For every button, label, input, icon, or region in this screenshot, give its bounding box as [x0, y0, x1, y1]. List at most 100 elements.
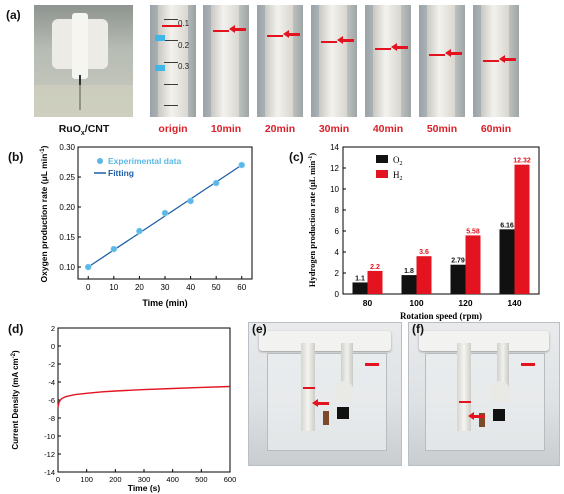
x-tick-label: 500	[195, 475, 208, 484]
y-tick-label: 0.30	[59, 143, 75, 152]
panel-label-f: (f)	[412, 322, 424, 336]
scale-label: 0.1	[178, 19, 190, 28]
photo-20min	[257, 5, 303, 117]
meniscus-line	[321, 41, 337, 43]
y-tick-label: 6	[335, 227, 340, 236]
x-tick-label: 200	[109, 475, 122, 484]
y-tick-label: 0.10	[59, 263, 75, 272]
legend-experimental: Experimental data	[108, 156, 181, 166]
panel-label-c: (c)	[289, 150, 304, 164]
photo-f	[408, 322, 560, 466]
y-tick-label: 0.15	[59, 233, 75, 242]
photo-60min	[473, 5, 519, 117]
meniscus-line	[303, 387, 315, 389]
y-tick-label: 10	[330, 185, 339, 194]
meniscus-line	[459, 401, 471, 403]
red-arrow-icon	[445, 49, 462, 57]
graduated-tube	[457, 343, 471, 431]
data-label: 1.1	[355, 275, 365, 282]
y-tick-label: 2	[335, 269, 340, 278]
y-tick-label: -8	[48, 414, 55, 423]
y-tick-label: -6	[48, 396, 55, 405]
x-tick-label: 600	[224, 475, 237, 484]
blue-marker	[155, 35, 165, 41]
bar-h2	[416, 256, 432, 294]
data-label: 5.58	[466, 228, 480, 235]
panel-label-d: (d)	[8, 322, 24, 336]
glass-cell	[425, 353, 545, 451]
x-tick-label: 80	[363, 298, 373, 308]
legend-marker-h2	[376, 170, 388, 178]
data-label: 6.16	[500, 222, 514, 229]
meniscus-line	[162, 25, 182, 27]
data-point	[212, 179, 220, 187]
x-axis-label: Time (s)	[128, 483, 161, 493]
x-tick-label: 100	[409, 298, 423, 308]
tick	[164, 40, 178, 41]
caption-20min: 20min	[264, 123, 296, 135]
meniscus-line	[429, 54, 445, 56]
caption-origin: origin	[158, 123, 188, 135]
y-tick-label: 14	[330, 143, 339, 152]
current-density-curve	[57, 385, 231, 408]
bar-h2	[514, 164, 530, 294]
y-axis-label: Oxygen production rate (μL min-1)	[39, 145, 49, 282]
y-tick-label: 4	[335, 248, 340, 257]
y-axis-label: Hydrogen production rate (μL min-1)	[307, 153, 317, 287]
x-tick-label: 20	[135, 283, 144, 292]
y-tick-label: 0.25	[59, 173, 75, 182]
red-arrow-icon	[499, 55, 516, 63]
tube	[211, 5, 239, 117]
electrode-copper	[323, 411, 329, 425]
x-axis-label: Time (min)	[142, 298, 187, 308]
tube	[319, 5, 347, 117]
tube	[265, 5, 293, 117]
photo-30min	[311, 5, 357, 117]
photo-40min	[365, 5, 411, 117]
electrode-black	[337, 407, 349, 419]
x-tick-label: 0	[56, 475, 60, 484]
data-label: 12.32	[513, 158, 531, 165]
panel-label-b: (b)	[8, 150, 24, 164]
photo-electrode	[34, 5, 133, 117]
caption-40min: 40min	[372, 123, 404, 135]
red-arrow-icon	[229, 25, 246, 33]
tube	[373, 5, 401, 117]
chart-d-frame	[57, 327, 231, 473]
cell-lid	[259, 331, 391, 351]
caption-30min: 30min	[318, 123, 350, 135]
red-arrow-icon	[468, 412, 485, 420]
x-tick-label: 400	[166, 475, 179, 484]
caption-10min: 10min	[210, 123, 242, 135]
chart-d: 0 100 200 300 400 500 600 20-2-4-6-8-10-12-14 …	[11, 324, 237, 493]
y-tick-label: 2	[51, 324, 55, 333]
holder-cap	[490, 381, 510, 403]
holder-cap	[334, 381, 354, 403]
electrode-black	[493, 409, 505, 421]
meniscus-line	[213, 30, 229, 32]
y-tick-label: 0	[51, 342, 55, 351]
blue-marker	[155, 65, 165, 71]
scale-label: 0.2	[178, 41, 190, 50]
y-axis-label: Current Density (mA cm-2)	[11, 350, 20, 450]
chart-c-frame	[342, 146, 540, 295]
bar-o2	[499, 229, 515, 294]
legend-marker-o2	[376, 155, 388, 163]
x-tick-label: 30	[161, 283, 170, 292]
data-point	[84, 263, 92, 271]
tick	[164, 19, 178, 20]
tick	[164, 62, 178, 63]
bar-o2	[352, 282, 368, 294]
y-tick-label: 0	[335, 290, 340, 299]
meniscus-line	[375, 48, 391, 50]
red-arrow-icon	[337, 36, 354, 44]
data-label: 2.2	[370, 264, 380, 271]
cell-lid	[419, 331, 549, 351]
x-axis-label: Rotation speed (rpm)	[400, 311, 482, 321]
tube	[427, 5, 455, 117]
x-tick-label: 50	[212, 283, 221, 292]
red-arrow-icon	[312, 399, 329, 407]
caption-50min: 50min	[426, 123, 458, 135]
x-tick-label: 40	[186, 283, 195, 292]
data-point	[136, 227, 143, 235]
